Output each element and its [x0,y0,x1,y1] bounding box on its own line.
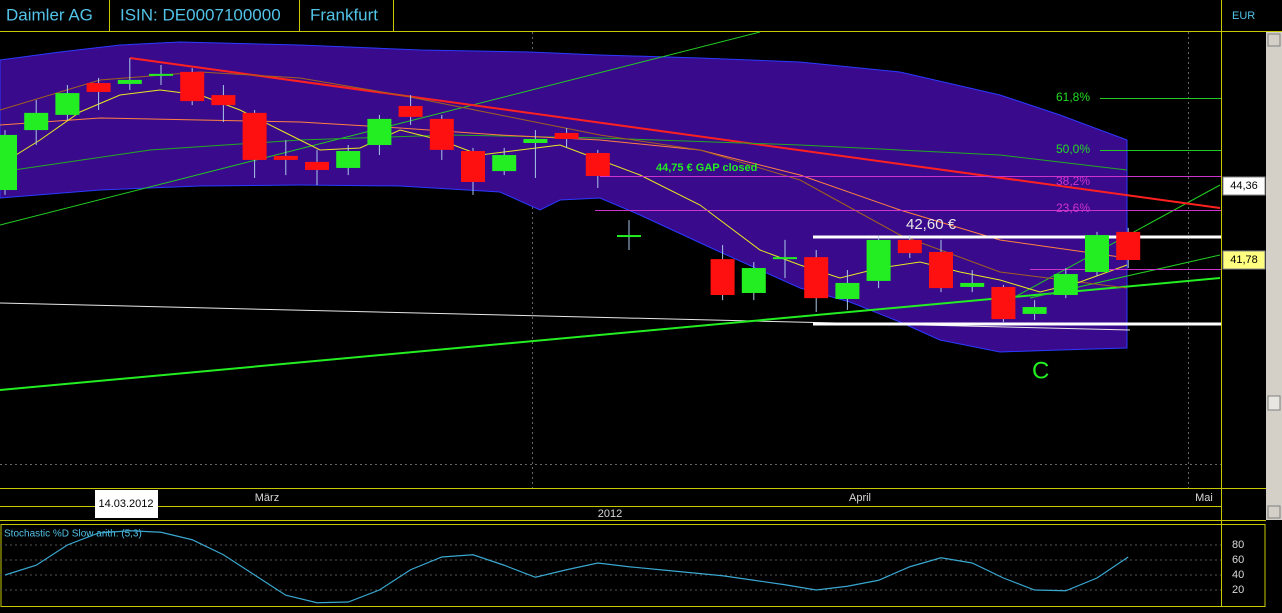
candle-body [835,282,860,300]
currency: EUR [1232,10,1255,22]
candle-body [86,83,111,92]
gap-annotation: 44,75 € GAP closed [656,162,757,174]
candle-body [804,257,829,299]
trend-line [129,57,1221,209]
candle-body [492,155,517,172]
candle-body [180,71,205,102]
year-label: 2012 [598,508,622,520]
y-tick-label: 80 [1232,539,1244,551]
exchange: Frankfurt [310,5,378,24]
scroll-up[interactable] [1267,33,1281,47]
candle-body [960,282,985,287]
indicator-title: Stochastic %D Slow arith. (5,3) [4,529,142,540]
month-label: Mai [1195,492,1213,504]
fib-label: 50,0% [1056,142,1090,156]
candle-body [554,132,579,139]
scroll-thumb[interactable] [1267,395,1281,411]
candle-body [0,134,17,191]
scroll-down[interactable] [1267,505,1281,519]
candle-body [929,251,953,289]
price-label: 44,36 [1230,180,1258,192]
candle-body [991,286,1016,320]
fib-label: 61,8% [1056,90,1090,104]
wave-annotation: C [1032,357,1049,384]
y-tick-label: 20 [1232,584,1244,596]
candles [0,58,1141,322]
cursor-date: 14.03.2012 [98,498,153,510]
candle-body [523,138,548,143]
bollinger-band [0,41,1128,353]
level-annotation: 42,60 € [906,216,957,233]
month-label: April [849,492,871,504]
stochastic-line [4,530,1129,604]
candle-body [710,259,735,295]
candle-body [398,105,423,117]
trend-line [999,184,1221,306]
price-label-box [1222,250,1266,270]
price-label: 41,78 [1230,254,1258,266]
candle-body [1116,231,1141,260]
candle-body [305,161,329,170]
candle-body [211,95,236,106]
candle-body [585,153,610,176]
isin: ISIN: DE0007100000 [120,5,281,24]
candle-body [866,239,891,281]
trend-line [0,277,1221,391]
fib-label: 23,6% [1056,201,1090,215]
y-tick-label: 40 [1232,569,1244,581]
candle-body [773,257,797,260]
candle-body [1053,274,1078,295]
stochastic-panel: 80 60 40 20 [0,530,1244,604]
candle-body [55,93,80,115]
fib-label: 38,2% [1056,174,1090,188]
candle-body [1085,235,1109,273]
candle-body [741,268,766,293]
candle-body [242,112,267,160]
candle-body [24,112,49,131]
y-tick-label: 60 [1232,554,1244,566]
moving-average [0,117,1128,259]
candle-body [149,73,173,76]
candle-body [1022,307,1047,314]
scrollbar[interactable] [1266,32,1282,520]
price-label-box [1222,176,1266,196]
month-label: März [255,492,279,504]
header-bar [0,0,1282,32]
candle-body [897,239,922,254]
panel-border [0,524,1266,607]
candle-body [617,235,641,238]
candle-body [429,118,454,150]
candle-body [273,155,298,160]
cursor-date-box [95,490,158,518]
candle-body [117,79,142,84]
candle-body [367,118,392,145]
stock-name: Daimler AG [6,5,93,24]
candle-body [461,151,485,182]
candle-body [336,151,361,168]
